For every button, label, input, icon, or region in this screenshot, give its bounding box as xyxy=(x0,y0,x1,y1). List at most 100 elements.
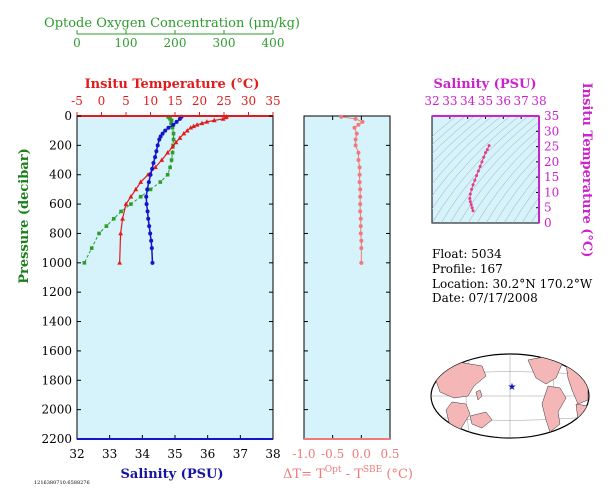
temperature-data-point xyxy=(117,260,123,265)
salinity-axis-ticks: 32 33 34 35 36 37 38 xyxy=(69,435,281,461)
profile-number: Profile: 167 xyxy=(432,262,503,276)
world-map: ★ xyxy=(430,353,590,439)
delta-data-point xyxy=(358,224,363,229)
ts-series-layer xyxy=(468,144,491,213)
salinity-tick-label: 37 xyxy=(233,447,248,461)
oxygen-tick-label: 400 xyxy=(262,36,285,50)
delta-data-point xyxy=(359,238,364,243)
salinity-tick-label: 33 xyxy=(102,447,117,461)
oxygen-data-point xyxy=(138,194,143,199)
ts-x-tick-label: 37 xyxy=(514,94,529,108)
salinity-data-point xyxy=(154,149,159,154)
salinity-data-point xyxy=(148,231,153,236)
temperature-tick-label: 0 xyxy=(98,94,106,108)
temperature-tick-label: 10 xyxy=(143,94,158,108)
ts-data-point xyxy=(471,183,475,187)
temperature-axis-ticks: -5 0 5 10 15 20 25 30 35 xyxy=(71,94,281,117)
ts-contour-line xyxy=(494,163,539,223)
salinity-data-point xyxy=(144,202,149,207)
pressure-tick-label: 200 xyxy=(49,138,72,152)
delta-data-point xyxy=(359,246,364,251)
temperature-data-point xyxy=(170,144,175,149)
temperature-data-point xyxy=(123,201,129,206)
footer-id: 1216380710.6588276 xyxy=(34,480,90,486)
temperature-tick-label: 5 xyxy=(122,94,130,108)
salinity-tick-label: 35 xyxy=(167,447,182,461)
ts-contour-line xyxy=(521,196,539,223)
oxygen-tick-label: 0 xyxy=(73,36,81,50)
ts-x-tick-label: 33 xyxy=(442,94,457,108)
ts-y-tick-label: 10 xyxy=(544,185,559,199)
ts-data-point xyxy=(476,169,480,173)
ts-contour-line xyxy=(432,116,475,154)
oxygen-data-point xyxy=(171,137,176,142)
delta-data-point xyxy=(358,202,363,207)
ts-y-tick-label: 20 xyxy=(544,155,559,169)
salinity-data-point xyxy=(157,137,162,142)
delta-data-point xyxy=(357,180,362,185)
delta-data-point xyxy=(358,216,363,221)
temperature-data-point xyxy=(191,123,197,129)
delta-data-point xyxy=(356,122,361,127)
salinity-data-point xyxy=(174,119,179,124)
temperature-data-point xyxy=(194,122,200,127)
float-info-block: Float: 5034 Profile: 167 Location: 30.2°… xyxy=(432,247,593,305)
delta-tick-label: -0.5 xyxy=(321,447,344,461)
ts-data-point xyxy=(471,209,475,213)
ts-plot-background xyxy=(431,115,540,224)
temperature-data-point xyxy=(177,135,183,140)
temperature-data-point xyxy=(138,179,144,184)
ts-data-point xyxy=(478,164,482,168)
salinity-data-point xyxy=(163,128,168,133)
ts-data-point xyxy=(470,187,474,191)
oxygen-data-point xyxy=(111,216,116,221)
oxygen-data-point xyxy=(165,172,170,177)
pressure-tick-label: 800 xyxy=(49,226,72,240)
temperature-data-point xyxy=(133,186,139,192)
salinity-data-point xyxy=(177,116,182,121)
oxygen-data-point xyxy=(169,121,173,126)
oxygen-tick-label: 200 xyxy=(164,36,187,50)
main-profile-panel: Optode Oxygen Concentration (μm/kg) 0 100… xyxy=(17,16,300,482)
temperature-data-point xyxy=(120,216,125,221)
temperature-tick-label: 15 xyxy=(167,94,182,108)
salinity-data-point xyxy=(145,209,150,214)
temperature-data-point xyxy=(223,114,228,120)
oxygen-data-point xyxy=(82,261,87,265)
ts-y-tick-label: 5 xyxy=(544,201,552,215)
pressure-tick-label: 2200 xyxy=(41,432,72,446)
ts-contour-line xyxy=(476,145,539,223)
ts-contour-lines xyxy=(432,116,539,223)
oxygen-data-point xyxy=(168,165,172,170)
pressure-axis-ticks: 0 200 400 600 800 1000 1200 1400 1600 1800 2000 220… xyxy=(41,109,273,446)
ts-contour-line xyxy=(432,116,529,223)
pressure-tick-label: 1600 xyxy=(41,344,72,358)
oxygen-data-point xyxy=(169,118,174,123)
salinity-data-point xyxy=(145,187,150,192)
main-plot-background xyxy=(76,115,274,440)
oxygen-tick-label: 300 xyxy=(213,36,236,50)
oxygen-data-point xyxy=(119,209,123,214)
salinity-data-point xyxy=(150,166,155,171)
temperature-tick-label: 25 xyxy=(216,94,231,108)
delta-data-point xyxy=(354,131,359,136)
delta-t-panel: -1.0 -0.5 0.0 0.5 ΔT= TOpt - TSBE (°C) xyxy=(283,114,413,482)
ts-contour-line xyxy=(432,116,466,146)
ts-contour-line xyxy=(485,154,539,223)
delta-axis-ticks: -1.0 -0.5 0.0 0.5 xyxy=(292,115,400,461)
ts-contour-line xyxy=(440,116,538,223)
ts-x-tick-label: 34 xyxy=(460,94,476,108)
delta-title-part3: (°C) xyxy=(382,467,413,482)
delta-tick-label: 0.5 xyxy=(380,447,399,461)
temperature-data-point xyxy=(165,150,171,155)
oxygen-tick-label: 100 xyxy=(115,36,138,50)
ts-data-point xyxy=(487,144,491,148)
temperature-tick-label: -5 xyxy=(71,94,83,108)
ts-contour-line xyxy=(458,129,539,223)
delta-title-part1: ΔT= T xyxy=(283,467,325,482)
delta-title-sup2: SBE xyxy=(363,465,382,475)
oxygen-data-point xyxy=(170,150,175,155)
salinity-data-point xyxy=(147,224,152,229)
temperature-data-point xyxy=(128,194,134,199)
temperature-data-point xyxy=(153,164,158,170)
